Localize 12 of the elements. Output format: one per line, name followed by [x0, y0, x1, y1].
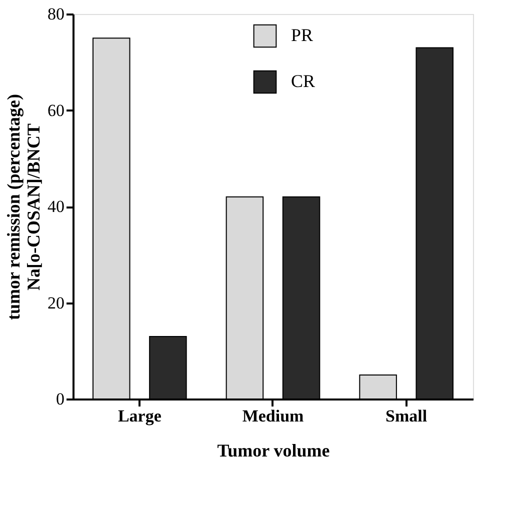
y-axis-title: tumor remission (percentage) Na[o-COSAN]/BNCT [4, 94, 44, 320]
x-tick-label: Small [386, 406, 428, 426]
y-tick-label: 80 [48, 4, 64, 24]
x-axis-title: Tumor volume [217, 440, 330, 460]
y-tick-label: 40 [48, 197, 64, 216]
x-tick-label: Large [118, 406, 162, 426]
y-tick-label: 60 [48, 100, 64, 120]
legend-label: PR [291, 25, 314, 45]
y-tick-label: 20 [48, 293, 64, 312]
x-tick-label: Medium [242, 406, 304, 426]
legend-label: CR [291, 71, 316, 91]
y-tick-label: 0 [56, 390, 64, 408]
